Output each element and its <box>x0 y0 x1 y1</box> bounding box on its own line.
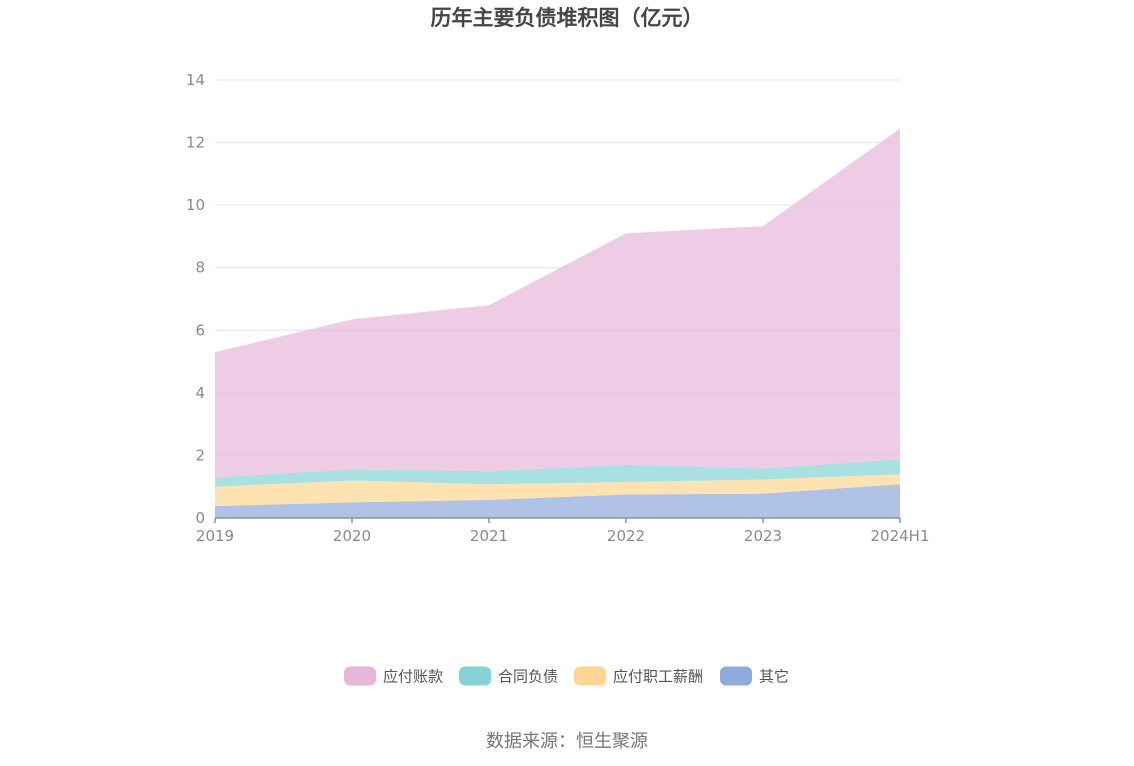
area-合同负债 <box>215 459 900 487</box>
x-tick-label: 2022 <box>607 527 645 545</box>
legend-label: 合同负债 <box>498 668 558 686</box>
x-tick-label: 2024H1 <box>871 527 930 545</box>
y-tick-label: 8 <box>195 259 205 277</box>
source-label: 数据来源：恒生聚源 <box>486 731 648 752</box>
x-tick-label: 2020 <box>333 527 371 545</box>
axes: 2019 2020 2021 2022 2023 2024H1 <box>196 517 930 545</box>
y-tick-label: 14 <box>186 71 205 89</box>
area-其它 <box>215 484 900 518</box>
series-areas <box>215 128 900 518</box>
y-tick-label: 12 <box>186 134 205 152</box>
y-tick-label: 0 <box>195 509 205 527</box>
x-tick-label: 2023 <box>744 527 782 545</box>
legend-swatch <box>459 666 491 686</box>
area-应付职工薪酬 <box>215 474 900 507</box>
legend: 应付账款 合同负债 应付职工薪酬 其它 <box>344 666 789 686</box>
legend-label: 应付账款 <box>383 668 443 686</box>
legend-swatch <box>574 666 606 686</box>
y-tick-label: 2 <box>195 446 205 464</box>
y-tick-label: 10 <box>186 196 205 214</box>
x-tick-label: 2021 <box>470 527 508 545</box>
y-tick-label: 6 <box>195 321 205 339</box>
legend-swatch <box>720 666 752 686</box>
legend-swatch <box>344 666 376 686</box>
y-tick-label: 4 <box>195 384 205 402</box>
chart-title: 历年主要负债堆积图（亿元） <box>431 6 704 30</box>
area-应付账款 <box>215 128 900 478</box>
legend-label: 应付职工薪酬 <box>613 668 703 686</box>
legend-label: 其它 <box>759 668 789 686</box>
x-tick-label: 2019 <box>196 527 234 545</box>
